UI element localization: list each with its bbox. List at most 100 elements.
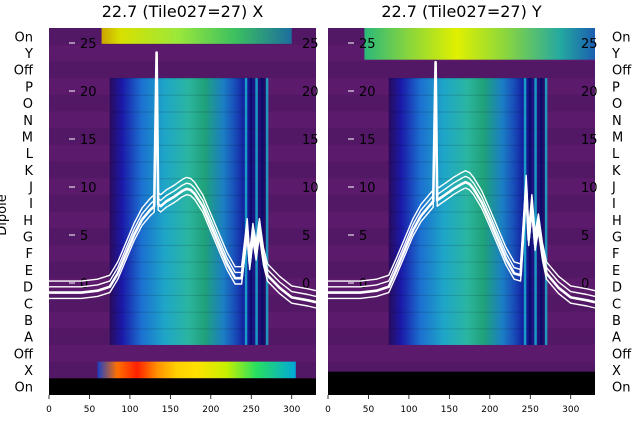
heatmap-streak bbox=[260, 78, 264, 345]
x-tick-label: 50 bbox=[363, 405, 375, 415]
row-label-right: Off bbox=[612, 64, 632, 79]
series-line bbox=[328, 61, 596, 298]
row-label-right: C bbox=[612, 297, 621, 312]
row-label-left: Off bbox=[14, 64, 34, 79]
row-label-left: E bbox=[25, 264, 33, 279]
heatmap-band bbox=[388, 261, 547, 263]
x-tick-label: 300 bbox=[562, 405, 579, 415]
heatmap-band bbox=[388, 228, 547, 230]
y-tick-label: 25 bbox=[302, 37, 319, 52]
heatmap-band bbox=[109, 311, 268, 313]
y-tick-label: 10 bbox=[302, 181, 319, 196]
row-label-right: K bbox=[612, 164, 621, 179]
heatmap-band bbox=[388, 311, 547, 313]
row-label-left: P bbox=[25, 80, 33, 95]
heatmap-band bbox=[388, 328, 547, 330]
heatmap-on-row bbox=[328, 371, 595, 395]
series-line bbox=[49, 51, 317, 292]
heatmap-band bbox=[109, 128, 268, 130]
y-tick-label: 10 bbox=[581, 181, 598, 196]
row-label-right: B bbox=[612, 314, 621, 329]
x-tick-label: 100 bbox=[121, 405, 138, 415]
x-tick-label: 250 bbox=[522, 405, 539, 415]
heatmap-band bbox=[109, 78, 268, 80]
heatmap-band bbox=[109, 178, 268, 180]
row-label-right: J bbox=[611, 180, 616, 195]
heatmap-main bbox=[109, 78, 268, 345]
heatmap-streak bbox=[265, 78, 269, 345]
heatmap-top-row bbox=[101, 28, 292, 44]
heatmap-streak bbox=[249, 78, 253, 345]
row-label-right: Off bbox=[612, 347, 632, 362]
y-tick-label: 5 bbox=[80, 229, 88, 244]
chart-title: 22.7 (Tile027=27) Y bbox=[381, 2, 542, 21]
row-label-left: J bbox=[28, 180, 33, 195]
y-tick-label: 0 bbox=[302, 277, 310, 292]
row-label-left: G bbox=[23, 231, 33, 246]
row-label-right: H bbox=[612, 214, 622, 229]
row-label-left: D bbox=[23, 281, 33, 296]
row-label-right: G bbox=[612, 231, 622, 246]
row-label-left: M bbox=[22, 130, 33, 145]
row-label-left: L bbox=[26, 147, 34, 162]
heatmap-band bbox=[388, 111, 547, 113]
y-tick-label: 15 bbox=[80, 133, 97, 148]
heatmap-band bbox=[109, 211, 268, 213]
heatmap-band bbox=[109, 261, 268, 263]
y-tick-label: 20 bbox=[302, 85, 319, 100]
heatmap-on-row bbox=[49, 378, 316, 395]
series-line bbox=[328, 60, 596, 304]
heatmap-top-row bbox=[364, 28, 595, 60]
row-label-right: L bbox=[612, 147, 620, 162]
y-tick-label: 20 bbox=[80, 85, 97, 100]
y-tick-label: 20 bbox=[581, 85, 598, 100]
heatmap-streak bbox=[544, 78, 548, 345]
row-label-left: F bbox=[26, 247, 33, 262]
row-label-right: On bbox=[612, 381, 630, 396]
y-axis-label: Dipole bbox=[0, 194, 10, 235]
y-tick-label: 15 bbox=[581, 133, 598, 148]
heatmap-stripe bbox=[328, 61, 595, 79]
row-label-left: Y bbox=[24, 47, 33, 62]
x-tick-label: 250 bbox=[243, 405, 260, 415]
y-tick-label: 0 bbox=[80, 277, 88, 292]
x-tick-label: 200 bbox=[481, 405, 498, 415]
row-label-left: N bbox=[23, 114, 33, 129]
row-label-right: I bbox=[612, 197, 616, 212]
row-label-right: Y bbox=[611, 47, 620, 62]
heatmap-main bbox=[388, 78, 547, 345]
x-tick-label: 300 bbox=[283, 405, 300, 415]
row-label-right: X bbox=[612, 364, 621, 379]
row-label-left: B bbox=[24, 314, 33, 329]
row-label-left: K bbox=[24, 164, 33, 179]
x-tick-label: 0 bbox=[46, 405, 52, 415]
heatmap-band bbox=[109, 161, 268, 163]
y-tick-label: 0 bbox=[359, 277, 367, 292]
x-tick-label: 50 bbox=[84, 405, 96, 415]
y-tick-label: 10 bbox=[80, 181, 97, 196]
heatmap-band bbox=[388, 211, 547, 213]
series-line bbox=[328, 61, 596, 292]
y-tick-label: 15 bbox=[359, 133, 376, 148]
row-label-right: N bbox=[612, 114, 622, 129]
y-tick-label: 20 bbox=[359, 85, 376, 100]
heatmap-band bbox=[388, 144, 547, 146]
x-tick-label: 200 bbox=[202, 405, 219, 415]
y-tick-label: 5 bbox=[302, 229, 310, 244]
row-label-left: C bbox=[24, 297, 33, 312]
row-label-left: I bbox=[29, 197, 33, 212]
heatmap-band bbox=[109, 294, 268, 297]
y-tick-label: 10 bbox=[359, 181, 376, 196]
row-label-left: O bbox=[23, 97, 33, 112]
row-label-right: F bbox=[612, 247, 619, 262]
x-tick-label: 150 bbox=[162, 405, 179, 415]
row-label-right: E bbox=[612, 264, 620, 279]
y-tick-label: 25 bbox=[359, 37, 376, 52]
row-label-left: On bbox=[15, 30, 33, 45]
y-tick-label: 5 bbox=[359, 229, 367, 244]
x-tick-label: 150 bbox=[441, 405, 458, 415]
row-label-right: P bbox=[612, 80, 620, 95]
heatmap-band bbox=[109, 144, 268, 146]
row-label-right: D bbox=[612, 281, 622, 296]
